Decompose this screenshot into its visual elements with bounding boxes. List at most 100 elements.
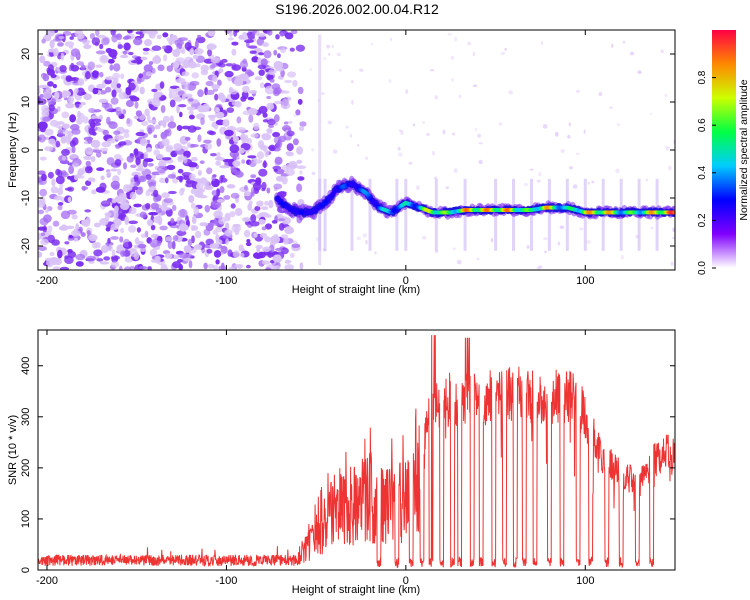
noise-speck <box>397 152 403 157</box>
noise-speck <box>284 226 294 235</box>
noise-speck <box>161 138 170 146</box>
noise-speck <box>239 134 249 140</box>
noise-speck <box>194 63 201 68</box>
noise-speck <box>169 224 180 229</box>
spectral-streak <box>547 178 551 251</box>
noise-speck <box>207 263 215 269</box>
noise-speck <box>98 98 109 104</box>
noise-speck <box>118 91 127 100</box>
noise-speck <box>206 248 213 254</box>
noise-speck <box>62 123 70 129</box>
noise-speck <box>87 151 93 155</box>
noise-speck <box>232 160 241 167</box>
noise-speck <box>80 64 86 71</box>
noise-speck <box>58 35 65 40</box>
noise-speck <box>143 64 153 72</box>
noise-speck <box>101 200 110 205</box>
noise-speck <box>238 147 245 154</box>
noise-speck <box>205 238 214 246</box>
noise-speck <box>215 259 220 265</box>
noise-speck <box>261 206 269 211</box>
noise-speck <box>71 229 81 237</box>
noise-speck <box>193 206 199 216</box>
noise-speck <box>112 34 122 38</box>
noise-speck <box>144 39 152 47</box>
noise-speck <box>120 73 125 80</box>
noise-speck <box>60 52 65 61</box>
noise-speck <box>281 176 288 185</box>
noise-speck <box>215 111 225 119</box>
noise-speck <box>445 186 450 190</box>
noise-speck <box>49 252 55 256</box>
noise-speck <box>235 127 246 133</box>
noise-speck <box>87 136 93 144</box>
noise-speck <box>184 136 191 141</box>
noise-speck <box>279 32 285 37</box>
snr-series-line <box>38 335 675 569</box>
noise-speck <box>151 67 156 74</box>
noise-speck <box>273 183 283 190</box>
noise-speck <box>178 252 189 259</box>
noise-speck <box>185 180 196 184</box>
noise-speck <box>130 177 135 186</box>
noise-speck <box>178 157 183 161</box>
noise-speck <box>184 93 193 98</box>
noise-speck <box>227 249 233 257</box>
noise-speck <box>78 33 85 40</box>
noise-speck <box>284 79 293 84</box>
noise-speck <box>416 185 420 191</box>
noise-speck <box>230 203 236 209</box>
noise-speck <box>203 139 212 144</box>
noise-speck <box>159 81 165 89</box>
noise-speck <box>123 50 128 55</box>
noise-speck <box>81 186 89 191</box>
noise-speck <box>143 158 154 163</box>
noise-speck <box>250 174 257 179</box>
noise-speck <box>128 51 134 56</box>
x-tick-label: 100 <box>576 275 594 287</box>
noise-speck <box>175 47 180 54</box>
noise-speck <box>218 93 226 101</box>
noise-speck <box>140 56 148 61</box>
noise-speck <box>213 210 223 219</box>
noise-speck <box>272 131 281 138</box>
noise-speck <box>125 99 134 108</box>
noise-speck <box>204 204 211 213</box>
noise-speck <box>135 31 143 35</box>
noise-speck <box>215 239 223 245</box>
noise-speck <box>230 192 240 199</box>
noise-speck <box>69 114 76 123</box>
noise-speck <box>201 107 209 113</box>
noise-speck <box>598 91 603 97</box>
x-tick-label: -100 <box>215 275 237 287</box>
noise-speck <box>529 168 534 171</box>
noise-speck <box>296 146 304 155</box>
noise-speck <box>138 266 148 270</box>
noise-speck <box>108 244 113 252</box>
noise-speck <box>280 234 289 240</box>
noise-speck <box>273 60 284 70</box>
noise-speck <box>123 42 131 51</box>
noise-speck <box>206 167 213 175</box>
noise-speck <box>47 225 53 233</box>
noise-speck <box>247 108 258 115</box>
noise-speck <box>257 219 266 225</box>
noise-speck <box>163 198 173 203</box>
noise-speck <box>246 137 252 145</box>
noise-speck <box>275 34 280 40</box>
noise-speck <box>247 203 253 211</box>
noise-speck <box>44 128 54 136</box>
noise-speck <box>147 179 157 186</box>
noise-speck <box>195 36 206 44</box>
noise-speck <box>75 261 84 267</box>
noise-speck <box>296 183 303 193</box>
noise-speck <box>586 240 592 244</box>
noise-speck <box>275 247 283 252</box>
noise-speck <box>248 45 258 49</box>
noise-speck <box>93 149 103 153</box>
noise-speck <box>283 217 292 225</box>
noise-speck <box>44 146 54 152</box>
noise-speck <box>309 67 313 72</box>
noise-speck <box>273 49 278 56</box>
x-tick-label: -200 <box>36 275 58 287</box>
